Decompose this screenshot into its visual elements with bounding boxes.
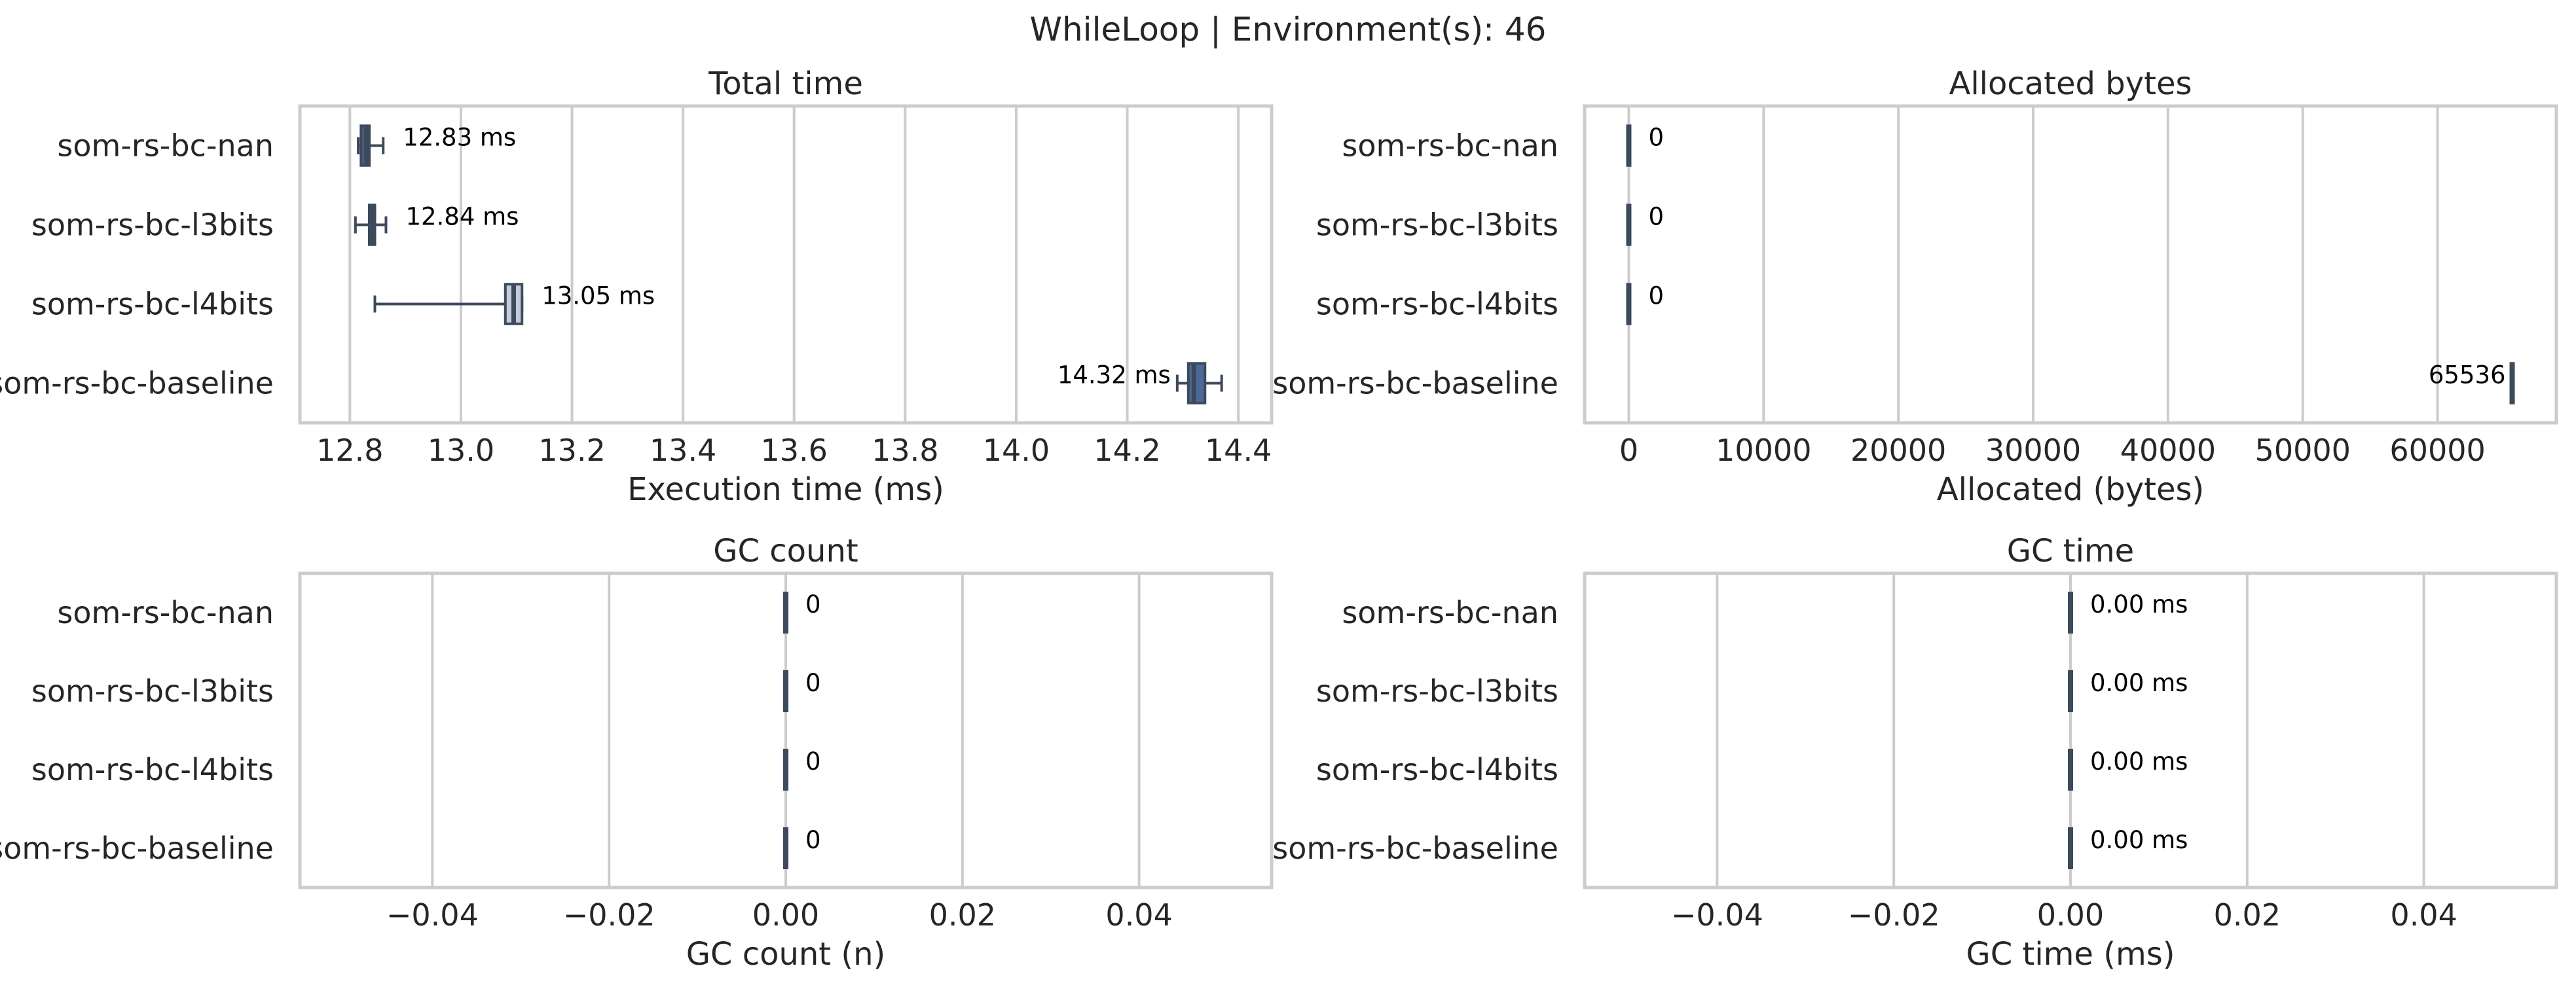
category-label: som-rs-bc-l4bits (1316, 752, 1558, 787)
data-label: 13.05 ms (542, 282, 655, 310)
box-plot (2509, 362, 2515, 404)
box-plot (1626, 283, 1632, 325)
category-label: som-rs-bc-l4bits (31, 752, 274, 787)
x-axis-label: Execution time (ms) (627, 471, 944, 508)
data-label: 0 (805, 826, 821, 854)
box-plot (2068, 749, 2073, 791)
data-label: 0 (805, 669, 821, 697)
panel-2: Allocated bytes 0 10000 20000 30000 40000 5000… (1272, 65, 2558, 508)
data-label: 0 (1648, 124, 1664, 152)
x-tick-label: −0.02 (1848, 897, 1940, 933)
data-label: 0 (805, 590, 821, 619)
x-axis-label: GC count (n) (686, 936, 886, 973)
x-tick-label: 0.02 (929, 897, 996, 933)
box-plot (783, 749, 788, 791)
x-tick-label: 13.6 (761, 433, 828, 468)
category-label: som-rs-bc-baseline (0, 831, 274, 866)
x-tick-label: −0.02 (563, 897, 655, 933)
x-tick-label: 30000 (1985, 433, 2081, 468)
x-tick-label: 13.0 (428, 433, 494, 468)
x-tick-label: 0 (1619, 433, 1638, 468)
x-tick-label: 0.04 (1105, 897, 1172, 933)
data-label: 0.00 ms (2090, 826, 2188, 854)
box-plot (783, 827, 788, 869)
data-label: 0.00 ms (2090, 590, 2188, 619)
data-label: 12.84 ms (405, 203, 519, 231)
x-tick-label: 13.4 (650, 433, 716, 468)
category-label: som-rs-bc-l3bits (31, 207, 274, 243)
x-tick-label: −0.04 (1671, 897, 1763, 933)
x-tick-label: 20000 (1850, 433, 1946, 468)
category-label: som-rs-bc-l4bits (1316, 287, 1558, 322)
x-tick-label: 12.8 (316, 433, 383, 468)
box-plot (2068, 592, 2073, 634)
plot-frame (1583, 571, 2558, 889)
x-tick-label: 14.2 (1094, 433, 1160, 468)
x-tick-label: 0.02 (2214, 897, 2281, 933)
data-label: 0 (1648, 203, 1664, 231)
category-label: som-rs-bc-l3bits (1316, 207, 1558, 243)
data-label: 12.83 ms (403, 124, 516, 152)
box-plot (783, 592, 788, 634)
data-label: 0 (805, 747, 821, 776)
category-label: som-rs-bc-nan (1342, 595, 1558, 630)
x-tick-label: 13.8 (872, 433, 938, 468)
panel-1: Total time 12.8 13.0 13.2 13.4 13.6 13.8 14.0 14… (0, 65, 1274, 508)
x-tick-label: 60000 (2389, 433, 2485, 468)
box-plot (783, 670, 788, 712)
x-tick-label: 10000 (1716, 433, 1811, 468)
category-label: som-rs-bc-nan (1342, 128, 1558, 164)
box-plot (1175, 362, 1223, 404)
x-tick-label: 0.00 (752, 897, 819, 933)
panel-title: GC time (2007, 533, 2134, 569)
x-axis-label: GC time (ms) (1966, 936, 2175, 973)
x-tick-label: 14.4 (1205, 433, 1272, 468)
plot-frame (298, 571, 1274, 889)
category-label: som-rs-bc-l3bits (1316, 673, 1558, 709)
plot-frame (298, 104, 1274, 425)
data-label: 65536 (2429, 361, 2506, 389)
data-label: 0.00 ms (2090, 747, 2188, 776)
plot-frame (1583, 104, 2558, 425)
category-label: som-rs-bc-nan (57, 595, 274, 630)
category-label: som-rs-bc-l4bits (31, 287, 274, 322)
box-plot (2068, 670, 2073, 712)
category-label: som-rs-bc-baseline (1272, 831, 1558, 866)
box-iqr (1187, 362, 1207, 404)
category-label: som-rs-bc-baseline (0, 366, 274, 401)
data-label: 0.00 ms (2090, 669, 2188, 697)
panel-title: GC count (713, 533, 858, 569)
x-tick-label: 50000 (2255, 433, 2351, 468)
x-tick-label: 40000 (2120, 433, 2216, 468)
figure-suptitle: WhileLoop | Environment(s): 46 (1030, 10, 1547, 48)
x-tick-label: 13.2 (538, 433, 605, 468)
panel-3: GC count −0.04 −0.02 0.00 0.02 0.04 GC count (… (0, 533, 1274, 973)
x-tick-label: 0.00 (2037, 897, 2104, 933)
category-label: som-rs-bc-nan (57, 128, 274, 164)
box-plot (354, 204, 388, 246)
data-label: 14.32 ms (1058, 361, 1171, 389)
box-plot (373, 283, 524, 325)
panel-title: Allocated bytes (1949, 65, 2192, 102)
box-plot (357, 124, 385, 167)
x-tick-label: 14.0 (983, 433, 1050, 468)
box-plot (2068, 827, 2073, 869)
box-plot (1626, 124, 1632, 167)
x-tick-label: −0.04 (386, 897, 479, 933)
box-plot (1626, 204, 1632, 246)
x-tick-label: 0.04 (2390, 897, 2457, 933)
panel-4: GC time −0.04 −0.02 0.00 0.02 0.04 GC time (ms… (1272, 533, 2558, 973)
category-label: som-rs-bc-l3bits (31, 673, 274, 709)
category-label: som-rs-bc-baseline (1272, 366, 1558, 401)
data-label: 0 (1648, 282, 1664, 310)
x-axis-label: Allocated (bytes) (1937, 471, 2204, 508)
panel-title: Total time (708, 65, 863, 102)
